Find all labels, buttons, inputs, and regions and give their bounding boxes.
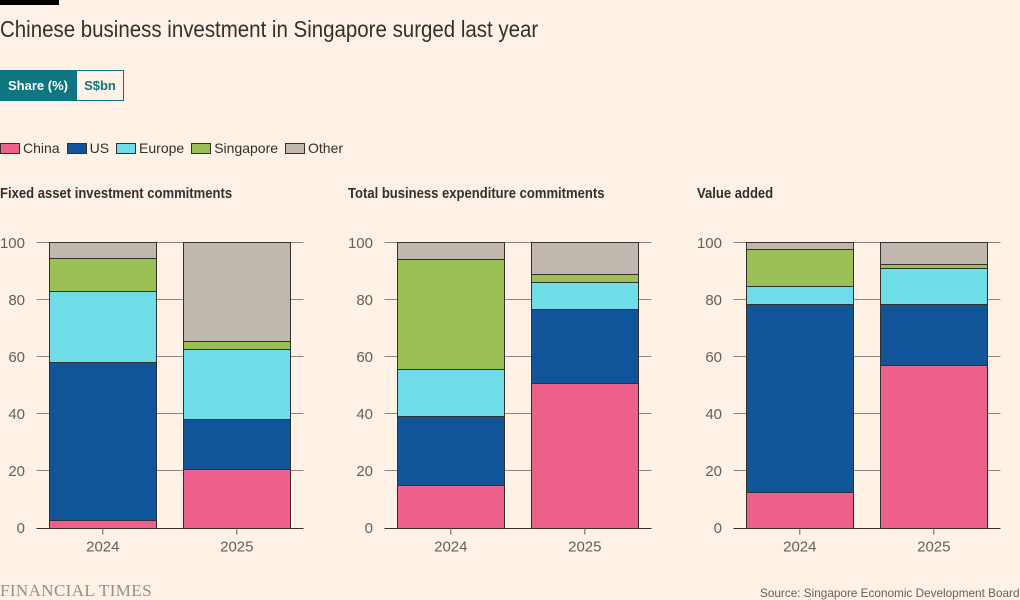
svg-text:20: 20 — [356, 463, 373, 480]
svg-text:80: 80 — [705, 292, 722, 309]
svg-text:100: 100 — [348, 235, 373, 252]
svg-text:40: 40 — [705, 406, 722, 423]
svg-text:2025: 2025 — [220, 538, 253, 555]
svg-text:100: 100 — [697, 235, 722, 252]
svg-text:2024: 2024 — [434, 538, 467, 555]
svg-text:60: 60 — [356, 349, 373, 366]
svg-text:20: 20 — [705, 463, 722, 480]
svg-text:40: 40 — [8, 406, 25, 423]
svg-text:0: 0 — [714, 520, 722, 537]
svg-text:60: 60 — [8, 349, 25, 366]
svg-text:2025: 2025 — [568, 538, 601, 555]
svg-text:100: 100 — [0, 235, 25, 252]
svg-text:2024: 2024 — [86, 538, 119, 555]
svg-text:20: 20 — [8, 463, 25, 480]
svg-text:0: 0 — [17, 520, 25, 537]
svg-text:80: 80 — [8, 292, 25, 309]
svg-text:80: 80 — [356, 292, 373, 309]
svg-text:2024: 2024 — [783, 538, 816, 555]
svg-text:0: 0 — [365, 520, 373, 537]
svg-text:60: 60 — [705, 349, 722, 366]
svg-text:2025: 2025 — [917, 538, 950, 555]
svg-text:40: 40 — [356, 406, 373, 423]
